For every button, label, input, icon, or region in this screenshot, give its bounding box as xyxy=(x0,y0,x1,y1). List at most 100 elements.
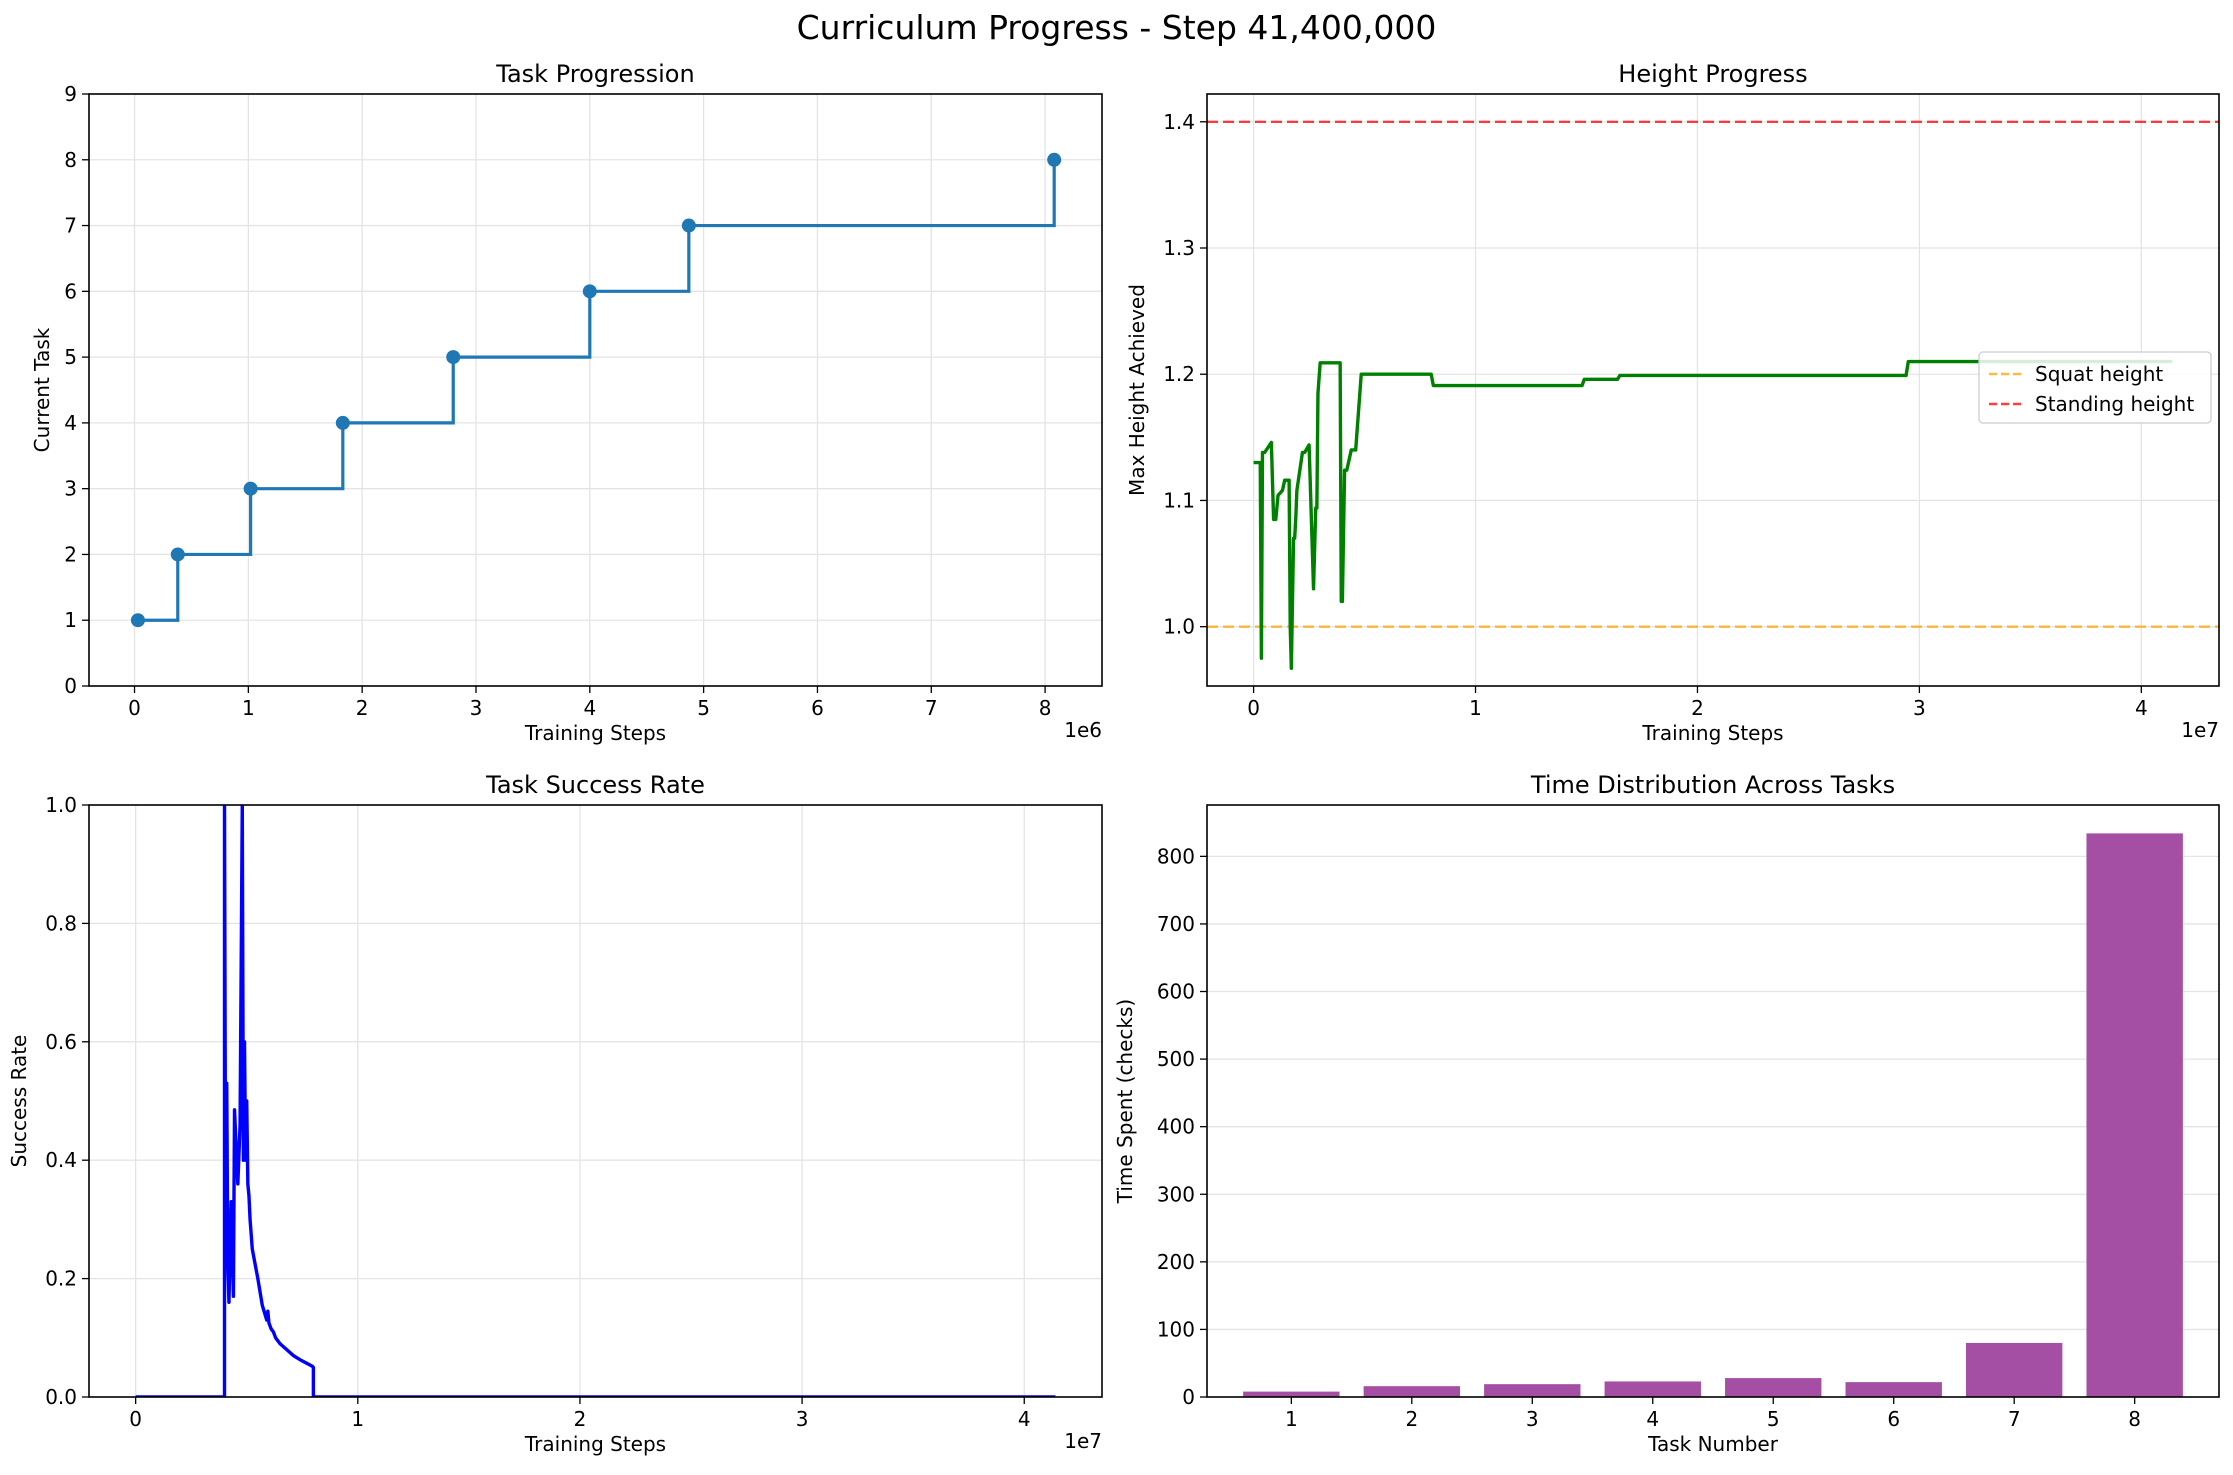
x-tick-label: 4 xyxy=(1018,1407,1031,1431)
x-tick-label: 6 xyxy=(1887,1407,1900,1431)
y-tick-label: 4 xyxy=(64,411,77,435)
task-change-point xyxy=(335,415,350,430)
y-tick-label: 0 xyxy=(64,674,77,698)
x-tick-label: 0 xyxy=(128,696,141,720)
y-tick-label: 300 xyxy=(1157,1182,1195,1206)
time-bar-task-2 xyxy=(1363,1386,1460,1397)
y-tick-label: 500 xyxy=(1157,1047,1195,1071)
y-tick-label: 1.3 xyxy=(1163,236,1195,260)
task-change-point xyxy=(681,218,696,233)
x-tick-label: 8 xyxy=(1039,696,1052,720)
legend-label: Squat height xyxy=(2035,362,2163,386)
time-bar-task-5 xyxy=(1725,1378,1822,1397)
figure-title: Curriculum Progress - Step 41,400,000 xyxy=(796,8,1437,47)
time-bar-task-6 xyxy=(1845,1382,1942,1397)
y-tick-label: 400 xyxy=(1157,1115,1195,1139)
time-bar-task-7 xyxy=(1966,1342,2063,1397)
x-tick-label: 1 xyxy=(351,1407,364,1431)
x-tick-label: 2 xyxy=(574,1407,587,1431)
x-offset-label: 1e6 xyxy=(1064,718,1102,742)
height-progress-chart: 0 1 2 3 4 1.0 1.1 1.2 1.3 1.4 Height Progress Train… xyxy=(1125,60,2220,745)
x-tick-label: 6 xyxy=(811,696,824,720)
x-tick-label: 3 xyxy=(1913,696,1926,720)
x-tick-label: 1 xyxy=(242,696,255,720)
y-tick-label: 0.6 xyxy=(45,1030,77,1054)
y-tick-label: 0 xyxy=(1182,1385,1195,1409)
x-offset-label: 1e7 xyxy=(2181,718,2219,742)
time-bar-task-4 xyxy=(1604,1381,1701,1397)
chart-title: Time Distribution Across Tasks xyxy=(1530,771,1895,799)
task-change-point xyxy=(582,284,597,299)
success-rate-line xyxy=(135,805,1056,1397)
y-axis-label: Time Spent (checks) xyxy=(1113,999,1137,1204)
chart-title: Task Success Rate xyxy=(485,771,705,799)
y-tick-label: 0.0 xyxy=(45,1385,77,1409)
plot-frame xyxy=(1206,804,2220,1398)
chart-title: Task Progression xyxy=(495,60,694,88)
x-tick-label: 2 xyxy=(1691,696,1704,720)
y-tick-label: 1.4 xyxy=(1163,110,1195,134)
x-tick-label: 1 xyxy=(1469,696,1482,720)
task-change-point xyxy=(130,613,145,628)
time-distribution-chart: 1 2 3 4 5 6 7 8 0 100 200 300 400 500 600 700 800 Time Di… xyxy=(1113,771,2220,1456)
time-bar-task-1 xyxy=(1243,1391,1340,1397)
y-tick-label: 700 xyxy=(1157,912,1195,936)
y-tick-label: 7 xyxy=(64,214,77,238)
y-tick-label: 1.0 xyxy=(1163,615,1195,639)
y-tick-label: 200 xyxy=(1157,1250,1195,1274)
y-tick-label: 5 xyxy=(64,345,77,369)
y-tick-label: 0.8 xyxy=(45,911,77,935)
y-axis-label: Max Height Achieved xyxy=(1125,284,1149,496)
x-tick-label: 3 xyxy=(796,1407,809,1431)
y-tick-label: 6 xyxy=(64,279,77,303)
x-tick-label: 2 xyxy=(1405,1407,1418,1431)
task-success-rate-chart: 0 1 2 3 4 0.0 0.2 0.4 0.6 0.8 1.0 Task Success Rate… xyxy=(7,771,1103,1456)
x-tick-label: 3 xyxy=(470,696,483,720)
time-bar-task-8 xyxy=(2086,833,2183,1397)
plot-frame xyxy=(1206,93,2220,687)
x-tick-label: 3 xyxy=(1526,1407,1539,1431)
y-axis-label: Success Rate xyxy=(7,1035,31,1168)
task-change-point xyxy=(170,547,185,562)
y-tick-label: 0.2 xyxy=(45,1267,77,1291)
task-change-point xyxy=(446,350,461,365)
x-tick-label: 7 xyxy=(925,696,938,720)
x-tick-label: 5 xyxy=(697,696,710,720)
y-tick-label: 1 xyxy=(64,608,77,632)
x-tick-label: 1 xyxy=(1285,1407,1298,1431)
y-tick-label: 800 xyxy=(1157,844,1195,868)
max-height-line xyxy=(1253,359,2173,671)
x-axis-label: Training Steps xyxy=(1641,721,1783,745)
y-tick-label: 0.4 xyxy=(45,1148,77,1172)
x-tick-label: 7 xyxy=(2008,1407,2021,1431)
y-tick-label: 8 xyxy=(64,148,77,172)
x-tick-label: 2 xyxy=(356,696,369,720)
x-offset-label: 1e7 xyxy=(1064,1429,1102,1453)
x-tick-label: 0 xyxy=(1247,696,1260,720)
x-tick-label: 5 xyxy=(1767,1407,1780,1431)
plot-frame xyxy=(88,93,1103,687)
x-tick-label: 4 xyxy=(1646,1407,1659,1431)
x-tick-label: 4 xyxy=(583,696,596,720)
task-change-point xyxy=(243,481,258,496)
task-step-line xyxy=(137,159,1056,622)
plot-frame xyxy=(88,804,1103,1398)
x-tick-label: 4 xyxy=(2135,696,2148,720)
y-tick-label: 3 xyxy=(64,477,77,501)
x-tick-label: 0 xyxy=(129,1407,142,1431)
y-tick-label: 600 xyxy=(1157,980,1195,1004)
legend-label: Standing height xyxy=(2035,392,2194,416)
x-tick-label: 8 xyxy=(2128,1407,2141,1431)
y-tick-label: 100 xyxy=(1157,1317,1195,1341)
y-axis-label: Current Task xyxy=(30,327,54,452)
y-tick-label: 9 xyxy=(64,82,77,106)
x-axis-label: Training Steps xyxy=(524,1432,666,1456)
y-tick-label: 2 xyxy=(64,542,77,566)
chart-title: Height Progress xyxy=(1618,60,1807,88)
legend-box xyxy=(1978,351,2212,424)
y-tick-label: 1.1 xyxy=(1163,488,1195,512)
x-axis-label: Task Number xyxy=(1647,1432,1779,1456)
time-bar-task-3 xyxy=(1484,1384,1581,1397)
y-tick-label: 1.0 xyxy=(45,793,77,817)
